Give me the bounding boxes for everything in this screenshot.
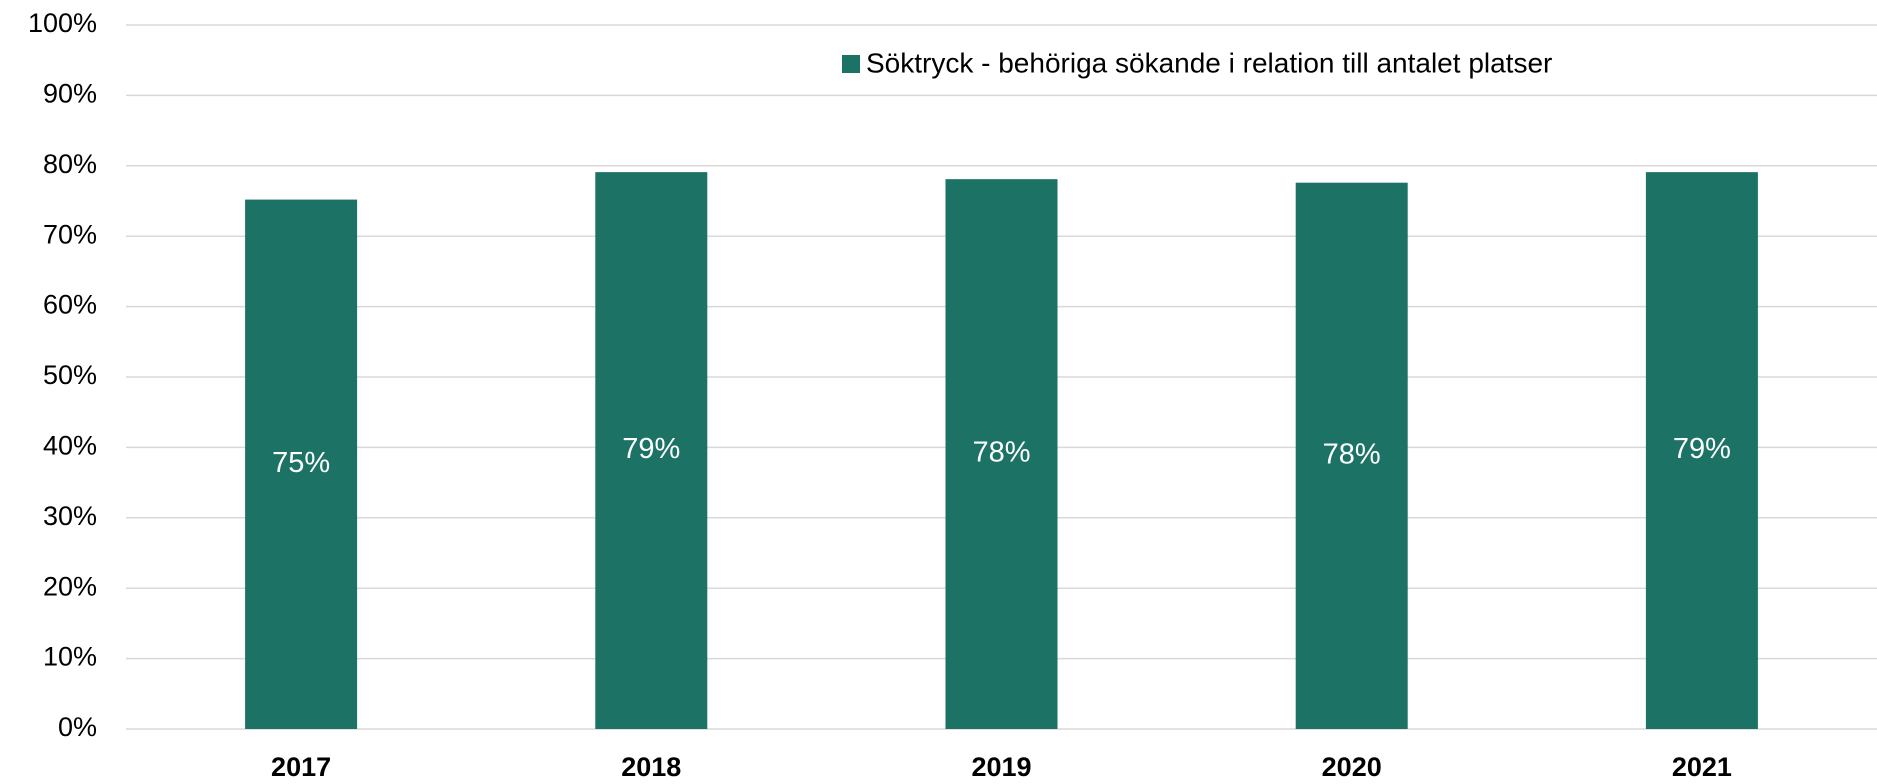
- x-tick-label: 2021: [1672, 752, 1732, 782]
- bar: [595, 172, 708, 730]
- y-tick-label: 70%: [43, 219, 97, 249]
- data-label: 78%: [972, 437, 1030, 469]
- y-tick-label: 50%: [43, 360, 97, 390]
- y-tick-label: 60%: [43, 290, 97, 320]
- x-tick-label: 2017: [271, 752, 331, 782]
- data-label: 79%: [1673, 433, 1731, 465]
- y-tick-label: 80%: [43, 149, 97, 179]
- legend-swatch: [842, 55, 860, 73]
- y-tick-label: 20%: [43, 571, 97, 601]
- y-tick-label: 0%: [58, 712, 97, 742]
- data-label: 78%: [1323, 439, 1381, 471]
- bar: [1295, 182, 1408, 730]
- legend-label: Söktryck - behöriga sökande i relation t…: [866, 47, 1552, 78]
- bar: [245, 199, 358, 730]
- y-tick-label: 100%: [28, 8, 97, 38]
- y-tick-label: 10%: [43, 642, 97, 672]
- x-tick-label: 2018: [621, 752, 681, 782]
- data-label: 79%: [622, 433, 680, 465]
- x-tick-label: 2019: [971, 752, 1031, 782]
- bar: [1645, 172, 1758, 730]
- y-tick-label: 90%: [43, 79, 97, 109]
- bar: [945, 179, 1058, 729]
- y-tick-label: 40%: [43, 431, 97, 461]
- data-label: 75%: [272, 447, 330, 479]
- x-tick-label: 2020: [1322, 752, 1382, 782]
- y-tick-label: 30%: [43, 501, 97, 531]
